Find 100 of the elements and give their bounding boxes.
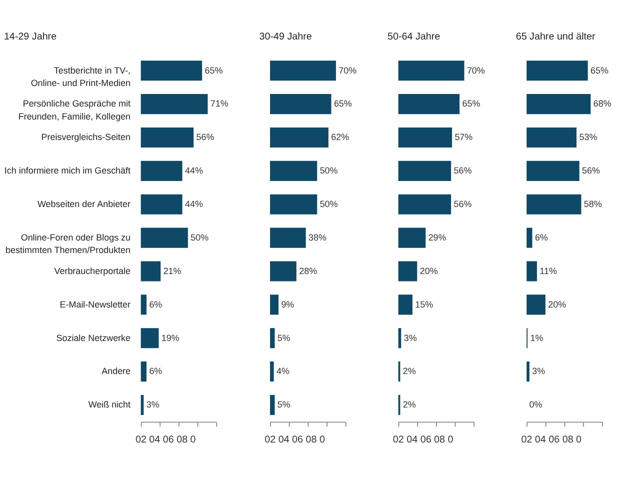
bar [526,160,580,181]
data-label: 3% [532,366,546,376]
y-tick-label: Soziale Netzwerke [56,332,131,343]
bar [398,261,418,282]
bar [270,127,328,148]
bar [270,328,275,348]
data-label: 4% [276,366,290,376]
data-label: 56% [196,132,214,142]
y-tick-label: Andere [102,366,131,376]
bar [526,60,588,81]
bar [270,261,296,282]
data-label: 29% [428,232,446,242]
bar [140,127,194,148]
data-label: 1% [530,332,544,343]
bar [140,362,146,382]
data-label: 62% [331,132,350,142]
bar [398,294,412,315]
bar [398,160,452,181]
data-label: 3% [404,332,417,343]
bar [526,261,537,282]
bar [140,328,159,348]
bar [398,194,452,214]
y-tick-label: Online-Foren oder Blogs zu bestimmten Themen/Produkten [6,232,131,256]
bar [398,228,426,248]
y-tick-label: Testberichte in TV-, Online- und Print-Medien [30,65,131,88]
bar [140,60,202,81]
data-label: 50% [320,199,338,210]
text: 02 04 06 08 0 [264,434,326,446]
y-tick-label: Webseiten der Anbieter [37,199,131,210]
bar [270,394,275,416]
data-label: 9% [281,299,294,310]
data-label: 57% [454,132,473,142]
text: 02 04 06 08 0 [521,434,582,446]
y-tick-label: Persönliche Gespräche mit Freunden, Familie, Kollegen [18,98,132,122]
data-label: 20% [420,266,438,276]
bar [270,294,279,315]
bar [526,127,577,148]
data-label: 6% [149,366,162,376]
data-label: 20% [548,299,566,310]
text: 02 04 06 08 0 [135,434,196,446]
data-label: 58% [584,199,602,210]
data-label: 53% [579,132,598,142]
bar [140,194,182,214]
chart-title: 30-49 Jahre [259,32,312,43]
chart-title: 50-64 Jahre [388,32,441,43]
data-label: 71% [210,98,228,109]
data-label: 6% [149,299,162,310]
chart-title: 65 Jahre und älter [516,32,596,43]
data-label: 2% [402,366,416,376]
data-label: 68% [593,98,612,109]
data-label: 15% [415,299,434,310]
bar [526,228,532,248]
bar [140,160,182,181]
text: 14-29 Jahre [4,32,58,43]
y-tick-label: E-Mail-Newsletter [60,299,131,310]
bar [270,228,306,248]
data-label: 56% [454,166,472,176]
bar [526,94,591,114]
bar [398,127,452,148]
text: 02 04 06 08 0 [392,434,454,446]
data-label: 56% [582,166,600,176]
data-label: 50% [320,166,338,176]
data-label: 50% [190,232,209,242]
data-label: 3% [146,400,160,410]
data-label: 2% [402,400,416,410]
data-label: 38% [308,232,326,242]
bar [526,362,530,382]
data-label: 65% [204,65,223,76]
data-label: 65% [590,65,608,76]
data-label: 0% [529,400,542,410]
data-label: 65% [334,98,352,109]
data-label: 28% [299,266,318,276]
y-tick-label: Verbraucherportale [54,266,131,276]
bar [270,160,318,181]
bar [270,94,332,114]
data-label: 5% [277,332,290,343]
bar [398,60,464,81]
bar [526,294,546,315]
bar [140,94,208,114]
data-label: 5% [277,400,290,410]
bar [270,60,336,81]
data-label: 6% [534,232,548,242]
data-label: 21% [163,266,182,276]
bar [398,94,460,114]
data-label: 56% [454,199,472,210]
data-label: 70% [338,65,357,76]
y-tick-label: Preisvergleichs-Seiten [41,132,131,142]
bar [270,362,274,382]
bar [270,194,318,214]
data-label: 44% [184,166,203,176]
data-label: 11% [540,266,557,276]
data-label: 19% [161,332,180,343]
y-tick-label: Weiß nicht [88,400,132,410]
bar [140,261,161,282]
data-label: 65% [462,98,480,109]
bar [140,228,188,248]
data-label: 44% [184,199,203,210]
bar [140,294,146,315]
data-label: 70% [466,65,485,76]
bar [526,194,582,214]
